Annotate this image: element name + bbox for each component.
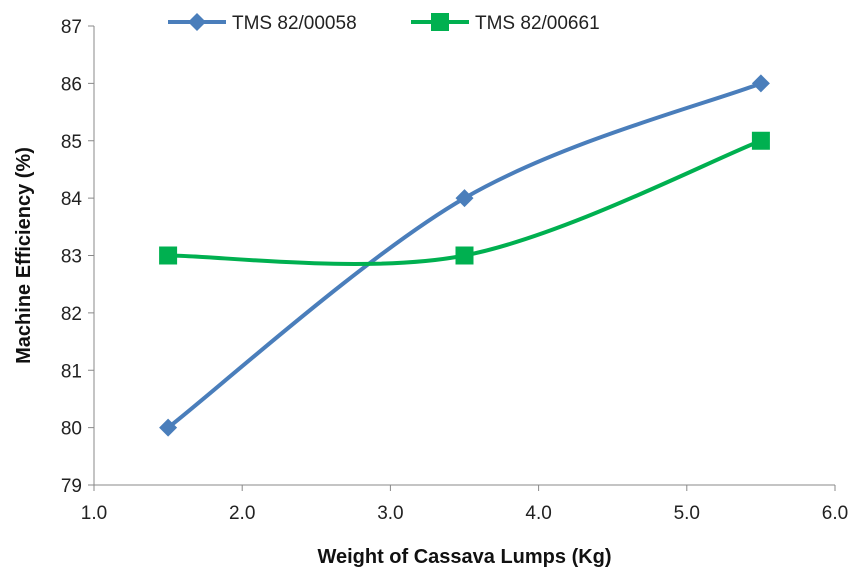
data-point-tms-82-00058 bbox=[455, 189, 474, 208]
x-tick-label: 3.0 bbox=[377, 503, 403, 524]
y-tick-label: 79 bbox=[61, 476, 82, 497]
x-axis-ticks: 1.0 2.0 3.0 4.0 5.0 6.0 bbox=[81, 485, 848, 524]
series-markers bbox=[159, 74, 770, 437]
y-tick-label: 83 bbox=[61, 247, 82, 268]
data-point-tms-82-00661 bbox=[455, 246, 474, 265]
x-tick-label: 4.0 bbox=[525, 503, 551, 524]
y-axis-title: Machine Efficiency (%) bbox=[13, 147, 35, 364]
legend-label-tms-82-00661: TMS 82/00661 bbox=[475, 13, 600, 34]
y-tick-label: 87 bbox=[61, 17, 82, 38]
legend-swatch-marker bbox=[431, 13, 449, 31]
data-point-tms-82-00661 bbox=[159, 246, 178, 265]
x-tick-label: 1.0 bbox=[81, 503, 107, 524]
x-tick-label: 5.0 bbox=[674, 503, 700, 524]
y-tick-label: 84 bbox=[61, 189, 83, 210]
data-point-tms-82-00661 bbox=[751, 131, 770, 150]
data-point-tms-82-00058 bbox=[159, 418, 178, 437]
y-tick-label: 86 bbox=[61, 74, 82, 95]
x-tick-label: 2.0 bbox=[229, 503, 255, 524]
y-tick-label: 85 bbox=[61, 132, 82, 153]
y-tick-label: 81 bbox=[61, 361, 82, 382]
x-axis-title: Weight of Cassava Lumps (Kg) bbox=[317, 546, 611, 567]
y-axis-ticks: 79 80 81 82 83 84 85 86 87 bbox=[61, 17, 94, 497]
legend-label-tms-82-00058: TMS 82/00058 bbox=[232, 13, 357, 34]
data-point-tms-82-00058 bbox=[751, 74, 770, 93]
x-tick-label: 6.0 bbox=[822, 503, 848, 524]
legend-swatch-marker bbox=[188, 13, 206, 31]
y-tick-label: 82 bbox=[61, 304, 82, 325]
y-tick-label: 80 bbox=[61, 419, 82, 440]
legend: TMS 82/00058 TMS 82/00661 bbox=[168, 13, 600, 34]
